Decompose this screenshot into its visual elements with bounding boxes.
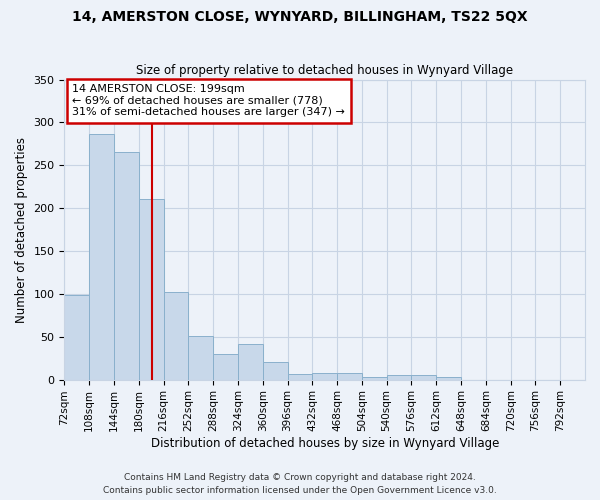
X-axis label: Distribution of detached houses by size in Wynyard Village: Distribution of detached houses by size …	[151, 437, 499, 450]
Text: 14 AMERSTON CLOSE: 199sqm
← 69% of detached houses are smaller (778)
31% of semi: 14 AMERSTON CLOSE: 199sqm ← 69% of detac…	[72, 84, 345, 117]
Text: Contains HM Land Registry data © Crown copyright and database right 2024.
Contai: Contains HM Land Registry data © Crown c…	[103, 474, 497, 495]
Bar	[287, 374, 313, 380]
Bar	[139, 198, 164, 380]
Bar	[412, 376, 436, 380]
Bar	[337, 372, 362, 380]
Bar	[164, 292, 188, 380]
Bar	[64, 294, 89, 380]
Bar	[213, 354, 238, 380]
Text: 14, AMERSTON CLOSE, WYNYARD, BILLINGHAM, TS22 5QX: 14, AMERSTON CLOSE, WYNYARD, BILLINGHAM,…	[72, 10, 528, 24]
Bar	[89, 134, 114, 380]
Bar	[436, 377, 461, 380]
Bar	[362, 377, 386, 380]
Bar	[114, 152, 139, 380]
Title: Size of property relative to detached houses in Wynyard Village: Size of property relative to detached ho…	[136, 64, 513, 77]
Y-axis label: Number of detached properties: Number of detached properties	[15, 136, 28, 322]
Bar	[238, 344, 263, 380]
Bar	[188, 336, 213, 380]
Bar	[263, 362, 287, 380]
Bar	[386, 376, 412, 380]
Bar	[313, 372, 337, 380]
